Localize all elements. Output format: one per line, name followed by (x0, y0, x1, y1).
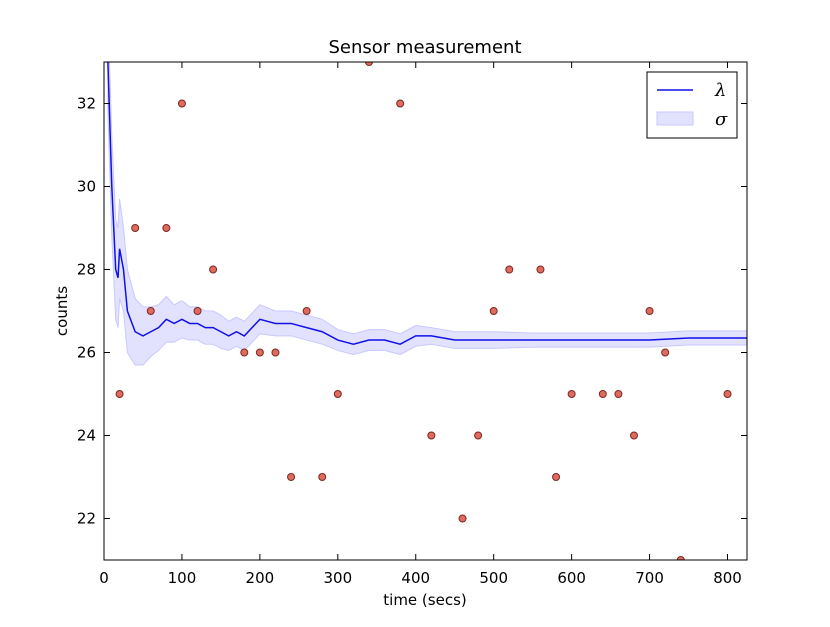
data-point (209, 265, 218, 274)
y-tick-label: 26 (77, 344, 96, 362)
data-point (287, 473, 296, 481)
data-point (614, 390, 623, 398)
data-point (505, 265, 514, 274)
plot-frame (103, 61, 748, 561)
y-tick-label: 32 (77, 95, 96, 113)
data-point (240, 348, 249, 357)
data-point (333, 390, 342, 398)
plot-area (107, 62, 747, 560)
data-point (255, 348, 264, 357)
x-tick-label: 0 (99, 569, 109, 587)
legend-label: λ (714, 80, 726, 101)
data-point (302, 307, 311, 315)
data-point (552, 473, 561, 481)
x-tick-label: 700 (635, 569, 664, 587)
lambda-line (107, 62, 747, 346)
x-tick-label: 200 (246, 569, 275, 587)
data-point (271, 348, 280, 357)
y-tick-label: 30 (77, 178, 96, 196)
x-tick-label: 100 (168, 569, 197, 587)
data-point (536, 265, 545, 274)
x-axis-label: time (secs) (383, 591, 466, 609)
data-point (131, 224, 140, 232)
data-point (177, 99, 186, 108)
data-point (427, 431, 436, 440)
data-point (676, 556, 685, 560)
y-tick-label: 24 (77, 427, 96, 445)
x-tick-label: 500 (479, 569, 508, 587)
chart-title: Sensor measurement (329, 37, 522, 58)
data-point (629, 431, 638, 440)
y-axis-label: counts (53, 286, 71, 336)
y-tick-label: 28 (77, 261, 96, 279)
data-point (567, 390, 576, 398)
x-tick-label: 300 (323, 569, 352, 587)
data-point (723, 390, 732, 398)
data-point (193, 307, 202, 315)
data-point (396, 99, 405, 108)
data-point (458, 514, 467, 523)
axes: 0 100 200 300 400 500 600 700 800 22 24 26 28 30 32 λσ (77, 61, 748, 587)
x-tick-label: 600 (557, 569, 586, 587)
data-point (364, 62, 373, 66)
sigma-band (107, 62, 747, 366)
data-point (162, 224, 171, 232)
data-point (645, 307, 654, 315)
x-tick-label: 400 (401, 569, 430, 587)
legend-band-swatch (656, 111, 694, 126)
data-point (146, 307, 155, 315)
data-point (474, 431, 483, 440)
legend-label: σ (715, 109, 728, 130)
data-point (661, 348, 670, 357)
y-tick-label: 22 (77, 510, 96, 528)
x-tick-label: 800 (713, 569, 742, 587)
legend-box (646, 71, 738, 139)
data-point (598, 390, 607, 398)
data-point (489, 307, 498, 315)
legend: λσ (646, 71, 738, 139)
data-point (318, 473, 327, 481)
data-point (115, 390, 124, 398)
